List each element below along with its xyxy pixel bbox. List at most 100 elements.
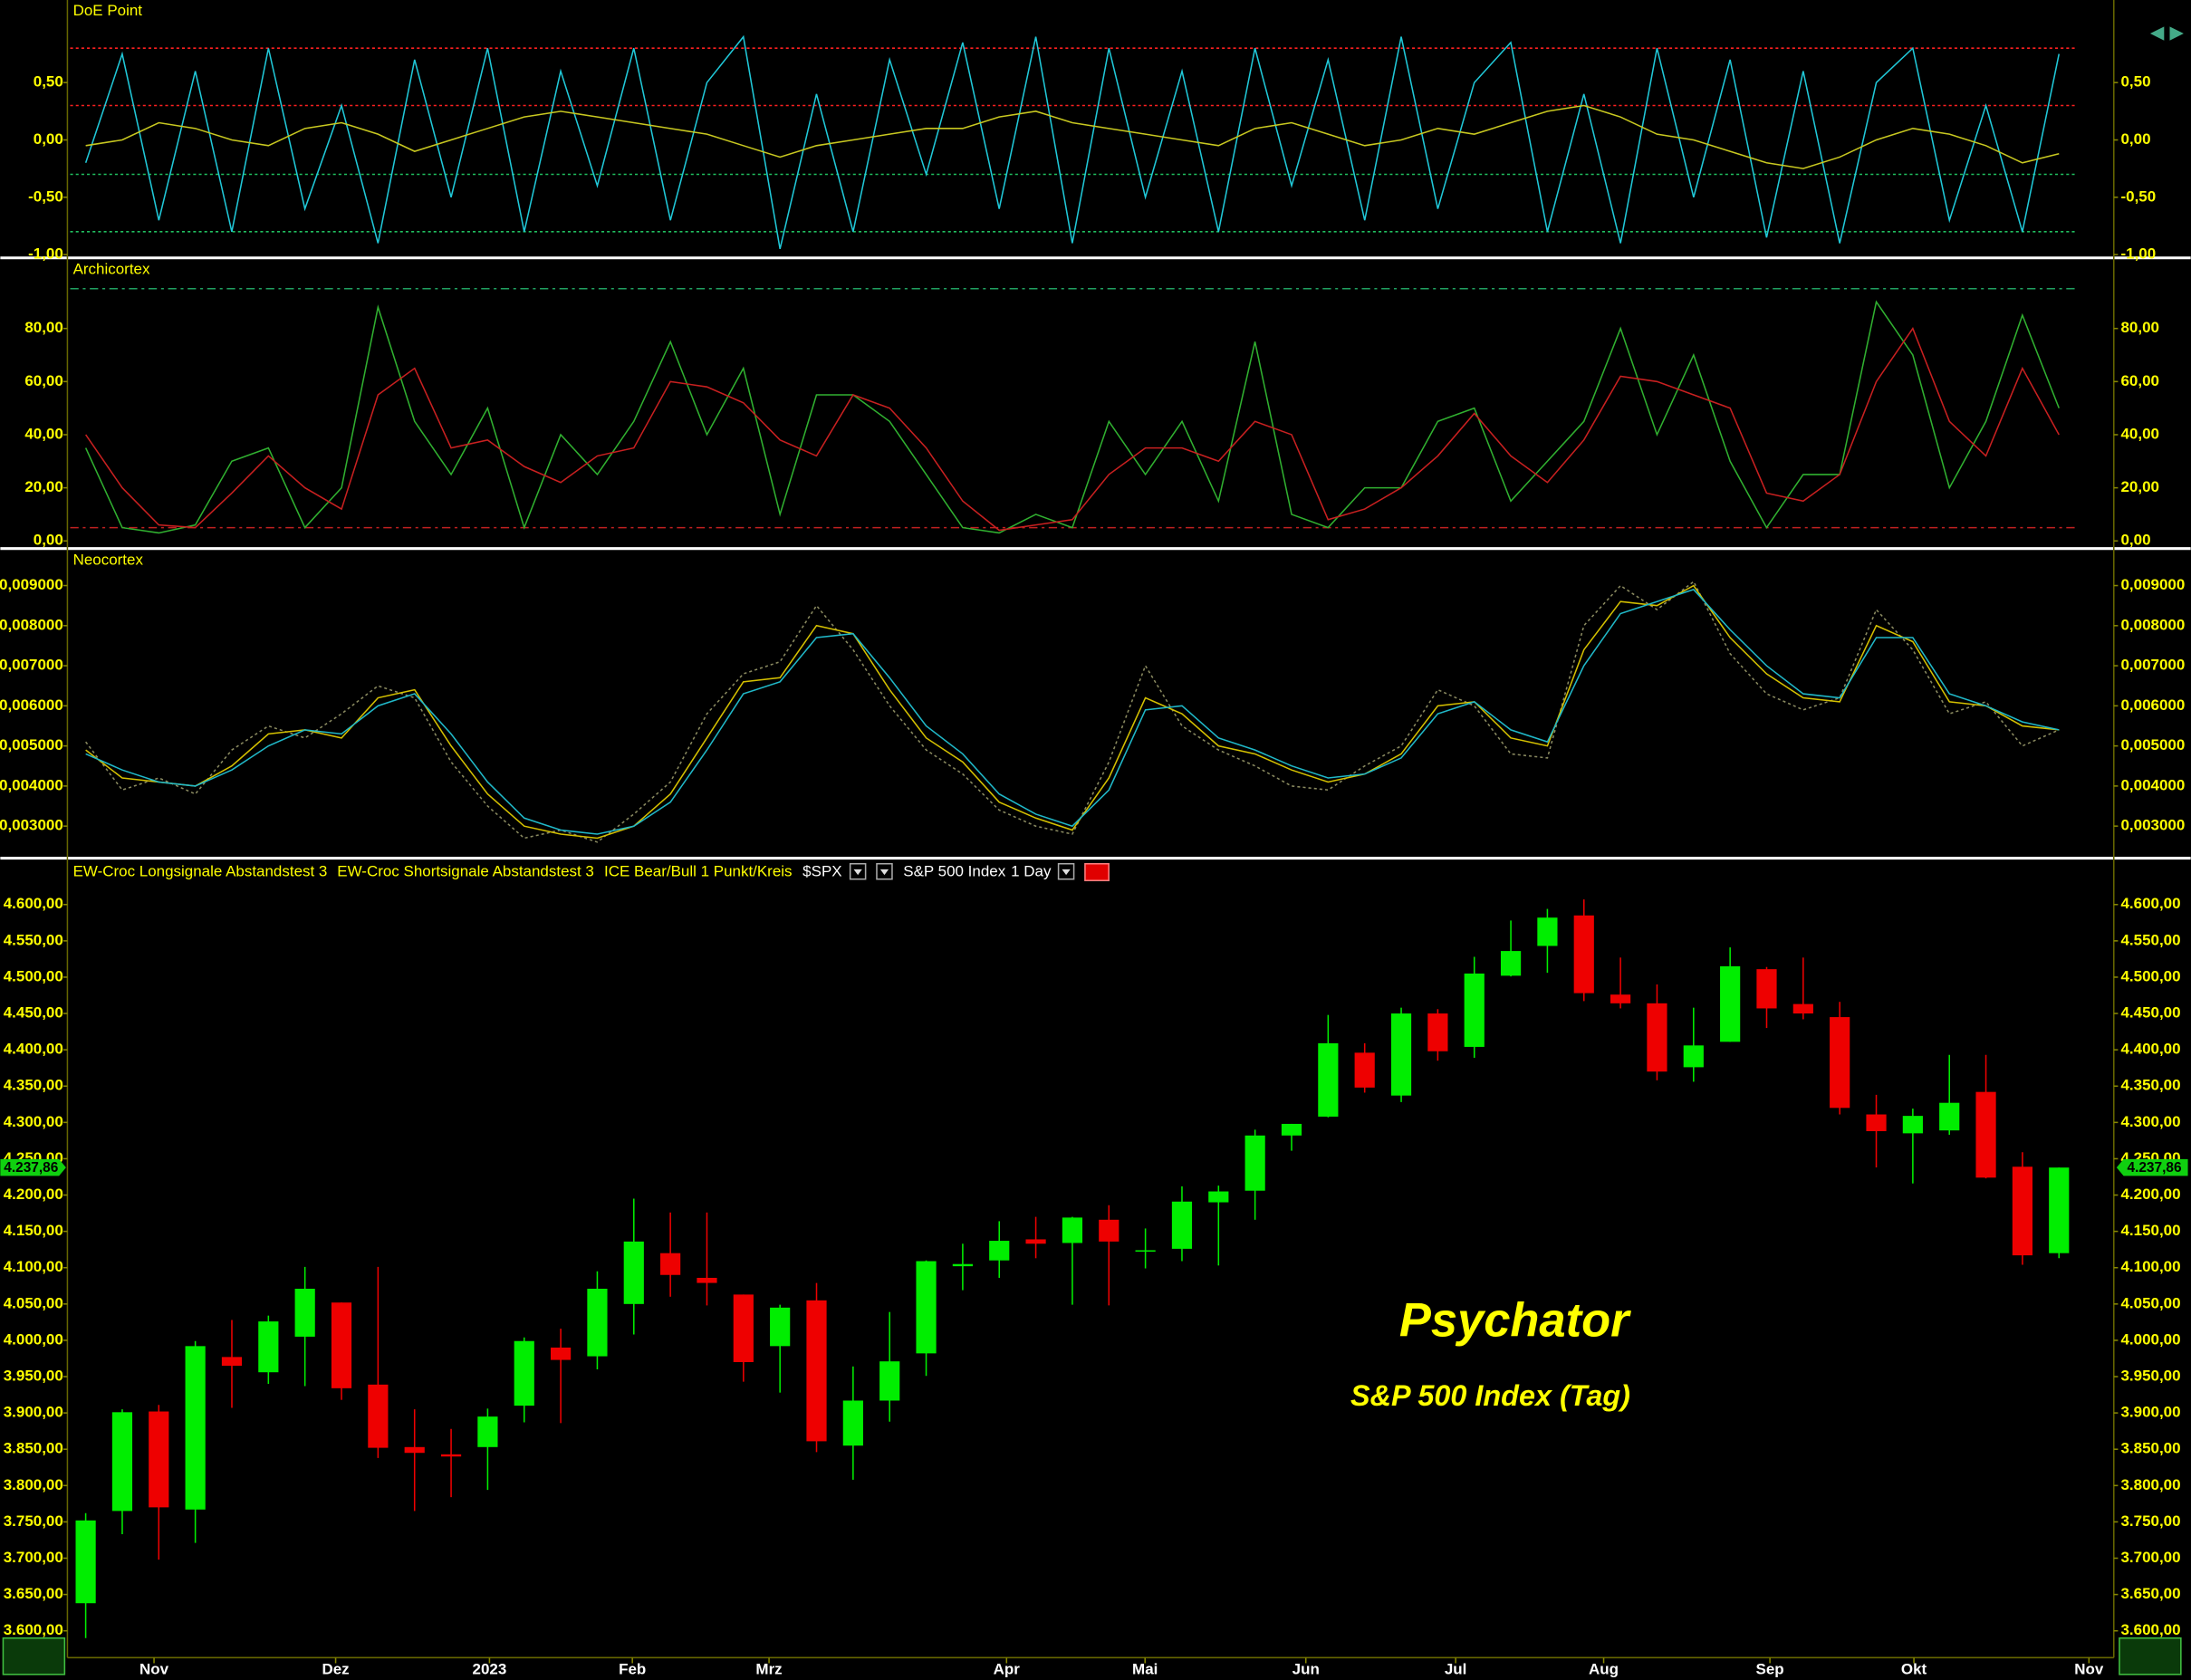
y-tick-label: 4.600,00 — [4, 895, 63, 912]
y-tick-label: 60,00 — [24, 372, 62, 389]
indicator-label: EW-Croc Longsignale Abstandstest 3 — [73, 862, 328, 879]
y-tick-label: 40,00 — [24, 425, 62, 442]
series-line — [85, 327, 2060, 532]
y-tick-label: 3.850,00 — [4, 1440, 63, 1457]
y-tick-label: 4.300,00 — [2120, 1113, 2180, 1130]
series-line — [84, 34, 2061, 250]
series-line — [85, 584, 2060, 840]
y-tick-label: 4.600,00 — [2120, 895, 2180, 912]
candle-body — [111, 1412, 133, 1512]
panel-title: Archicortex — [73, 260, 150, 277]
y-tick-label: 4.450,00 — [4, 1004, 63, 1022]
y-tick-label: 0,00 — [2120, 130, 2150, 148]
panel-title: DoE Point — [73, 2, 143, 19]
candle-body — [221, 1357, 243, 1366]
y-tick-label: 4.000,00 — [4, 1330, 63, 1348]
y-tick-label: 0,009000 — [2120, 576, 2185, 593]
y-tick-label: 0,009000 — [0, 576, 63, 593]
last-price-label: 4.237,86 — [4, 1160, 58, 1176]
y-tick-label: 3.650,00 — [4, 1585, 63, 1602]
y-tick-label: 0,008000 — [0, 616, 63, 633]
candle-body — [770, 1307, 791, 1347]
candle-body — [1464, 973, 1485, 1047]
candle-body — [331, 1302, 352, 1388]
y-tick-label: -1,00 — [28, 245, 63, 263]
y-tick-label: 0,00 — [34, 532, 63, 549]
candle-body — [1427, 1013, 1448, 1051]
x-tick-label: Feb — [619, 1661, 646, 1678]
dropdown-arrow — [1062, 869, 1071, 876]
y-tick-label: 3.750,00 — [2120, 1512, 2180, 1530]
instrument-name: S&P 500 Index — [903, 862, 1005, 879]
x-tick-label: Sep — [1756, 1661, 1784, 1678]
y-tick-label: 4.450,00 — [2120, 1004, 2180, 1022]
y-tick-label: 3.950,00 — [4, 1368, 63, 1385]
symbol[interactable]: $SPX — [802, 862, 841, 879]
y-tick-label: 4.400,00 — [4, 1041, 63, 1058]
x-tick-label: Apr — [994, 1661, 1021, 1678]
y-tick-label: 0,004000 — [0, 776, 63, 793]
y-tick-label: 3.650,00 — [2120, 1585, 2180, 1602]
y-tick-label: 80,00 — [2120, 319, 2158, 336]
candle-body — [2012, 1166, 2032, 1256]
candle-body — [1135, 1250, 1156, 1253]
y-tick-label: 0,005000 — [2120, 736, 2185, 754]
candle-body — [1171, 1201, 1193, 1249]
scroll-indicator[interactable] — [2119, 1637, 2182, 1675]
candle-body — [1025, 1239, 1046, 1244]
y-tick-label: 0,00 — [34, 130, 63, 148]
candle-body — [477, 1416, 498, 1447]
y-tick-label: 3.700,00 — [2120, 1549, 2180, 1566]
x-tick-label: Nov — [2074, 1661, 2104, 1678]
y-tick-label: 3.950,00 — [2120, 1368, 2180, 1385]
indicator-label: ICE Bear/Bull 1 Punkt/Kreis — [604, 862, 793, 879]
candle-body — [149, 1411, 169, 1508]
candle-body — [952, 1263, 973, 1267]
series-line — [84, 300, 2060, 534]
y-tick-label: 3.850,00 — [2120, 1440, 2180, 1457]
x-tick-label: Nov — [139, 1661, 169, 1678]
candle-body — [587, 1288, 608, 1357]
scroll-indicator[interactable] — [2, 1637, 66, 1675]
candle-body — [916, 1261, 937, 1354]
y-tick-label: 0,50 — [34, 73, 63, 91]
candle-body — [660, 1253, 681, 1275]
y-tick-label: 0,005000 — [0, 736, 63, 754]
y-tick-label: 4.100,00 — [2120, 1258, 2180, 1275]
candle-body — [1500, 951, 1522, 976]
y-tick-label: -0,50 — [28, 187, 63, 205]
dropdown-arrow — [853, 869, 862, 876]
candle-body — [75, 1520, 96, 1604]
candle-body — [1573, 915, 1594, 994]
close-button[interactable] — [1084, 862, 1110, 882]
candle-body — [1792, 1003, 1813, 1014]
candle-body — [1208, 1191, 1229, 1203]
y-tick-label: 3.800,00 — [4, 1476, 63, 1493]
y-tick-label: 0,008000 — [2120, 616, 2185, 633]
x-tick-label: Dez — [322, 1661, 349, 1678]
y-tick-label: 4.500,00 — [2120, 967, 2180, 984]
x-tick-label: Mai — [1132, 1661, 1158, 1678]
y-tick-label: 4.150,00 — [2120, 1222, 2180, 1239]
y-tick-label: 4.100,00 — [4, 1258, 63, 1275]
candle-body — [1099, 1219, 1120, 1242]
candle-body — [1830, 1017, 1850, 1109]
candle-body — [294, 1288, 315, 1337]
interval: 1 Day — [1011, 862, 1052, 879]
y-tick-label: 4.300,00 — [4, 1113, 63, 1130]
candle-body — [623, 1241, 644, 1304]
candle-body — [2049, 1167, 2070, 1253]
y-tick-label: 4.550,00 — [2120, 931, 2180, 948]
candle-body — [1756, 969, 1777, 1009]
candle-body — [1390, 1013, 1412, 1096]
y-tick-label: 3.800,00 — [2120, 1476, 2180, 1493]
nav-icon[interactable] — [2149, 26, 2184, 41]
y-tick-label: 80,00 — [24, 319, 62, 336]
last-price-label: 4.237,86 — [2128, 1160, 2182, 1176]
series-line — [85, 104, 2060, 169]
candle-body — [1318, 1042, 1339, 1117]
y-tick-label: 4.500,00 — [4, 967, 63, 984]
y-tick-label: 60,00 — [2120, 372, 2158, 389]
